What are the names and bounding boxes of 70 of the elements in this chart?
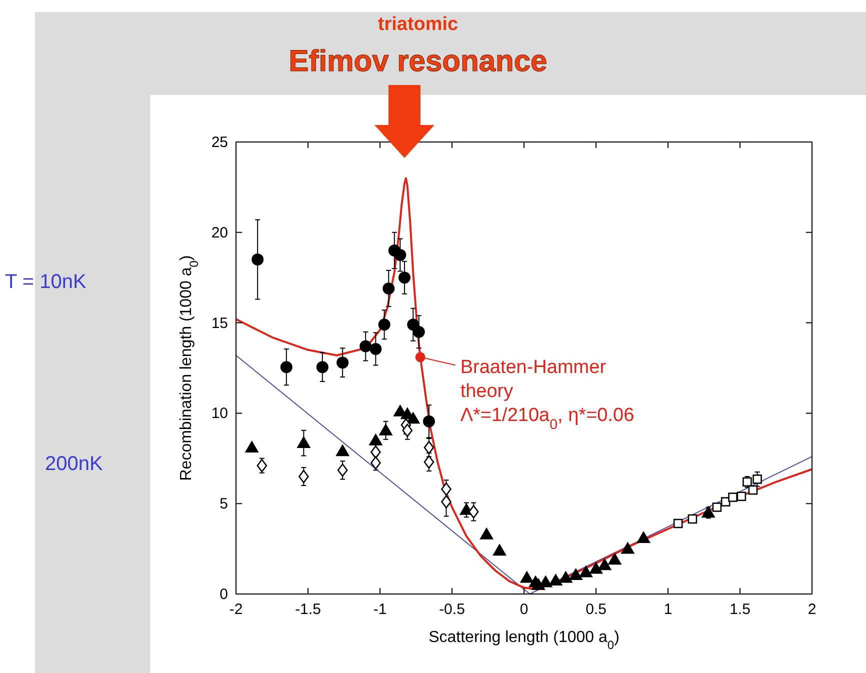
point [337, 464, 348, 477]
point [378, 318, 390, 331]
y-tick-label: 5 [220, 496, 228, 513]
x-tick-label: 0.5 [586, 601, 606, 618]
point [298, 470, 309, 484]
point [673, 518, 683, 528]
annotation: Braaten-Hammer theory Λ*=1/210a$_{0}$, η*=0.06 [460, 357, 634, 434]
point [244, 440, 259, 453]
point [370, 343, 382, 356]
x-tick-label: 1 [664, 601, 672, 618]
point [598, 558, 612, 570]
point [256, 458, 268, 472]
point [441, 482, 452, 496]
point [468, 505, 479, 518]
x-tick-label: 0 [520, 601, 528, 618]
line-series [235, 177, 813, 590]
point [548, 573, 563, 586]
y-tick-label: 0 [220, 586, 228, 603]
point [589, 562, 603, 574]
point [415, 352, 426, 362]
point [422, 415, 435, 428]
point [480, 527, 494, 540]
x-tick-label: -0.5 [439, 601, 465, 618]
y-tick-label: 15 [211, 314, 228, 332]
point [728, 492, 738, 502]
point [398, 272, 410, 284]
x-tick-label: 1.5 [730, 601, 750, 618]
text: 200nK [45, 453, 104, 475]
point [688, 514, 698, 524]
point [382, 282, 395, 294]
point [748, 485, 758, 495]
point [608, 552, 622, 565]
point [736, 492, 746, 502]
point [336, 444, 350, 456]
point [296, 436, 311, 448]
x-axis-title: Scattering length (1000 a$_{0}$) [428, 629, 620, 652]
point [368, 433, 383, 446]
point [520, 570, 534, 583]
point [636, 530, 651, 543]
point [378, 423, 393, 436]
point [336, 356, 349, 369]
x-tick-label: -1 [373, 601, 387, 618]
point [280, 361, 292, 374]
point [252, 254, 264, 266]
point [578, 565, 593, 578]
point [412, 326, 425, 338]
point [492, 544, 507, 556]
point [620, 542, 635, 554]
y-tick-label: 10 [211, 405, 228, 422]
point [360, 340, 372, 352]
y-tick-label: 20 [211, 224, 228, 242]
point [424, 440, 434, 454]
point [568, 568, 583, 580]
point [316, 361, 328, 374]
point [558, 570, 573, 583]
point [441, 495, 452, 508]
point [424, 455, 434, 469]
point [402, 424, 413, 438]
x-tick-label: -2 [229, 601, 243, 618]
chart-subtitle: triatomic [378, 14, 459, 35]
chart-title: Efimov resonance [288, 45, 548, 78]
x-tick-label: 2 [808, 601, 816, 618]
x-tick-label: -1.5 [295, 601, 321, 618]
point [701, 506, 716, 518]
y-tick-label: 25 [211, 134, 228, 151]
point [406, 412, 420, 424]
text: T = 10nK [5, 271, 88, 293]
point [752, 474, 762, 484]
point [712, 502, 722, 512]
point [394, 249, 406, 261]
